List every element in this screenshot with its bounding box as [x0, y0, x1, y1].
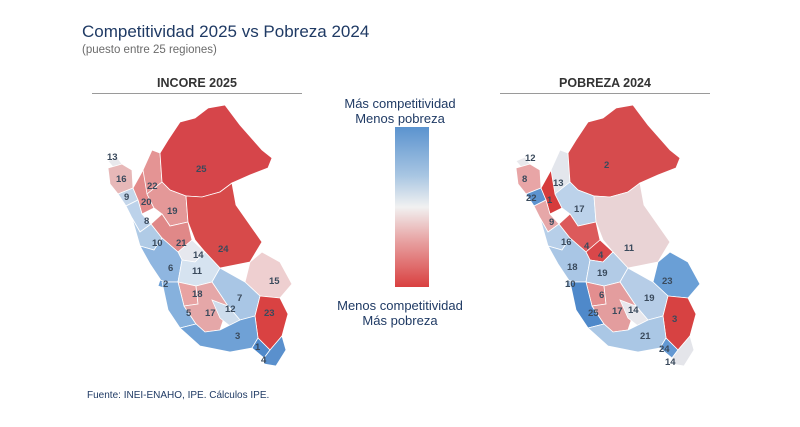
right-label: 23 — [662, 276, 673, 287]
left-panel-title: INCORE 2025 — [157, 76, 237, 90]
right-label: 12 — [525, 153, 536, 164]
left-label: 18 — [192, 289, 203, 300]
right-label: 17 — [574, 204, 585, 215]
left-label: 21 — [176, 238, 187, 249]
left-label: 7 — [237, 293, 242, 304]
left-label: 4 — [261, 355, 267, 366]
left-panel-rule — [92, 93, 302, 94]
left-label: 15 — [269, 276, 280, 287]
region-ucayali — [185, 182, 263, 269]
left-label: 22 — [147, 181, 158, 192]
left-label: 9 — [124, 192, 129, 203]
left-label: 12 — [225, 304, 236, 315]
right-label: 13 — [553, 178, 564, 189]
left-label: 13 — [107, 152, 118, 163]
chart-subtitle: (puesto entre 25 regiones) — [82, 44, 217, 56]
left-label: 19 — [167, 206, 178, 217]
region-loreto — [567, 104, 681, 198]
right-label: 4 — [584, 241, 590, 252]
legend-bottom-line2: Más pobreza — [362, 313, 438, 328]
legend-top-line1: Más competitividad — [344, 96, 456, 111]
region-tacna — [671, 335, 695, 367]
left-label: 16 — [116, 174, 127, 185]
right-label: 16 — [561, 237, 572, 248]
right-label: 14 — [665, 357, 676, 368]
right-label: 4 — [598, 250, 604, 261]
left-label: 8 — [144, 216, 149, 227]
right-label: 11 — [624, 243, 635, 254]
left-label: 2 — [163, 279, 168, 290]
right-map-labels: 12 8 2 13 22 1 17 9 16 4 4 11 18 19 23 1… — [522, 153, 677, 368]
left-map-labels: 13 16 22 9 20 25 8 19 10 21 24 14 6 11 1… — [107, 152, 280, 366]
region-ucayali — [593, 182, 671, 269]
right-label: 24 — [659, 344, 670, 355]
right-label: 1 — [547, 195, 553, 206]
region-arequipa — [179, 315, 259, 353]
left-label: 24 — [218, 244, 229, 255]
left-label: 25 — [196, 164, 207, 175]
right-label: 19 — [597, 268, 608, 279]
right-label: 9 — [549, 217, 554, 228]
source-note: Fuente: INEI-ENAHO, IPE. Cálculos IPE. — [87, 390, 270, 401]
left-label: 6 — [168, 263, 173, 274]
right-label: 21 — [640, 331, 651, 342]
right-label: 22 — [526, 193, 537, 204]
left-label: 14 — [193, 250, 204, 261]
right-label: 19 — [644, 293, 655, 304]
region-tacna — [263, 335, 287, 367]
right-label: 25 — [588, 308, 599, 319]
left-label: 20 — [141, 197, 152, 208]
left-label: 5 — [186, 308, 192, 319]
left-label: 17 — [205, 308, 216, 319]
legend-bottom-text: Menos competitividad Más pobreza — [300, 298, 500, 328]
left-label: 11 — [192, 266, 203, 277]
left-label: 10 — [152, 238, 163, 249]
right-map-regions — [515, 104, 701, 367]
left-label: 1 — [255, 342, 261, 353]
region-arequipa — [587, 315, 667, 353]
right-label: 18 — [567, 262, 578, 273]
legend-top-text: Más competitividad Menos pobreza — [300, 96, 500, 126]
right-label: 6 — [599, 290, 604, 301]
right-label: 2 — [604, 160, 609, 171]
right-panel-rule — [500, 93, 710, 94]
right-label: 17 — [612, 306, 623, 317]
chart-title: Competitividad 2025 vs Pobreza 2024 — [82, 22, 370, 41]
left-label: 23 — [264, 308, 275, 319]
right-label: 10 — [565, 279, 576, 290]
right-label: 14 — [628, 305, 639, 316]
left-label: 3 — [235, 331, 240, 342]
legend-top-line2: Menos pobreza — [355, 111, 445, 126]
right-label: 3 — [672, 314, 677, 325]
right-panel-title: POBREZA 2024 — [559, 76, 651, 90]
right-label: 8 — [522, 174, 527, 185]
left-map-regions — [107, 104, 293, 367]
legend-bottom-line1: Menos competitividad — [337, 298, 463, 313]
legend-color-scale — [395, 127, 429, 287]
